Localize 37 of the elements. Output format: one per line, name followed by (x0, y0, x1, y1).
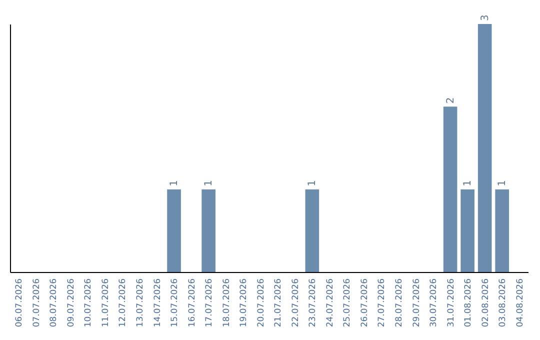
x-tick-label: 14.07.2026 (152, 278, 163, 328)
x-tick-label: 30.07.2026 (429, 278, 440, 328)
x-tick-label: 01.08.2026 (464, 278, 474, 328)
data-label: 2 (445, 97, 456, 104)
data-label: 1 (169, 180, 180, 186)
x-tick-label: 31.07.2026 (446, 278, 456, 328)
x-tick-label: 06.07.2026 (14, 278, 25, 328)
x-tick-label: 04.08.2026 (515, 278, 526, 328)
x-tick-label: 26.07.2026 (360, 278, 370, 328)
x-tick-label: 08.07.2026 (49, 278, 60, 328)
x-tick-label: 07.07.2026 (32, 278, 42, 328)
x-tick-label: 29.07.2026 (412, 278, 422, 328)
x-tick-label: 09.07.2026 (66, 278, 76, 328)
x-tick-label: 18.07.2026 (222, 278, 232, 328)
x-tick-label: 19.07.2026 (239, 278, 250, 328)
data-label: 1 (307, 180, 318, 186)
x-tick-label: 15.07.2026 (170, 278, 180, 328)
x-tick-label: 11.07.2026 (100, 278, 111, 328)
x-tick-label: 12.07.2026 (118, 278, 128, 328)
x-tick-label: 23.07.2026 (308, 278, 318, 328)
x-tick-label: 17.07.2026 (204, 278, 215, 328)
x-tick-label: 25.07.2026 (342, 278, 353, 328)
x-tick-label: 20.07.2026 (256, 278, 266, 328)
x-tick-label: 22.07.2026 (290, 278, 301, 328)
data-label: 1 (204, 180, 215, 186)
x-tick-label: 21.07.2026 (274, 278, 284, 328)
data-label: 1 (497, 180, 508, 186)
x-tick-label: 03.08.2026 (498, 278, 508, 328)
data-label: 3 (480, 14, 491, 21)
x-tick-label: 02.08.2026 (480, 278, 491, 328)
x-tick-label: 24.07.2026 (325, 278, 336, 328)
x-tick-label: 13.07.2026 (136, 278, 146, 328)
x-tick-label: 16.07.2026 (187, 278, 198, 328)
data-label: 1 (462, 180, 474, 186)
x-tick-label: 28.07.2026 (394, 278, 404, 328)
x-tick-label: 10.07.2026 (84, 278, 94, 328)
x-tick-label: 27.07.2026 (377, 278, 388, 328)
